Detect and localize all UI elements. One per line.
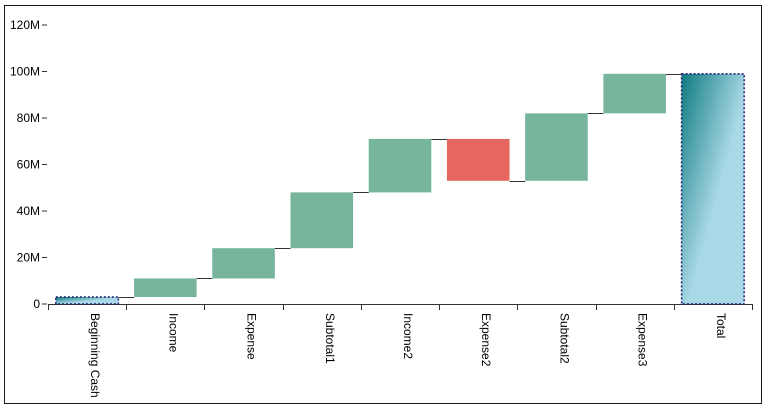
y-tick-label: 40M — [17, 204, 40, 218]
x-category-label: Expense3 — [636, 313, 650, 367]
bar-increase — [603, 73, 666, 114]
x-category-label: Income — [166, 313, 180, 353]
x-category-label: Subtotal2 — [557, 313, 571, 364]
bar-increase — [134, 278, 197, 298]
bar-increase — [290, 192, 354, 249]
y-tick-label: 120M — [10, 18, 40, 32]
bar-increase — [368, 138, 432, 193]
bar-total — [55, 296, 120, 305]
bar-increase — [525, 113, 588, 181]
y-tick-label: 0 — [33, 297, 40, 311]
x-category-label: Expense2 — [479, 313, 493, 367]
bar-total — [680, 73, 745, 305]
bar-decrease — [446, 138, 510, 181]
x-category-label: Total — [714, 313, 728, 338]
bars — [55, 73, 745, 305]
x-category-label: Beginning Cash — [88, 313, 102, 398]
y-tick-label: 100M — [10, 65, 40, 79]
y-axis: 0 20M 40M 60M 80M 100M 120M — [10, 18, 47, 311]
x-category-label: Expense — [245, 313, 259, 360]
connectors — [118, 74, 682, 298]
y-tick-label: 80M — [17, 111, 40, 125]
y-tick-label: 20M — [17, 251, 40, 265]
y-tick-label: 60M — [17, 158, 40, 172]
x-category-label: Income2 — [401, 313, 415, 359]
x-axis: Beginning Cash Income Expense Subtotal1 Inco… — [48, 304, 753, 398]
bar-increase — [212, 248, 275, 279]
waterfall-chart: 0 20M 40M 60M 80M 100M 120M Beginning Cash Inco… — [10, 18, 753, 398]
chart-frame: 0 20M 40M 60M 80M 100M 120M Beginning Cash Inco… — [4, 5, 762, 404]
x-category-label: Subtotal1 — [323, 313, 337, 364]
